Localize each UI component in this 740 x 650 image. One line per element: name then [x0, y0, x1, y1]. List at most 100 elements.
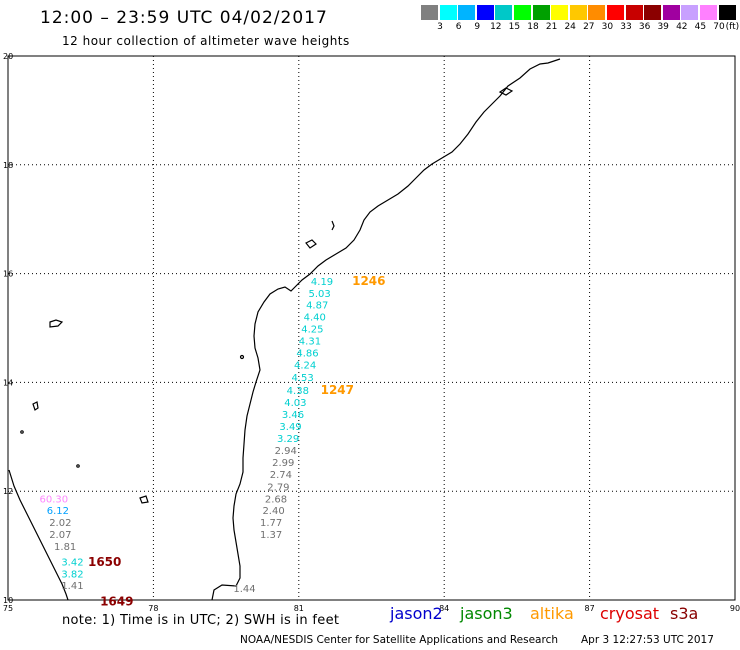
- wave-height-value: 60.30: [40, 494, 69, 505]
- wave-height-value: 4.19: [311, 277, 333, 288]
- satellite-jason2: jason2: [390, 604, 443, 623]
- wave-height-value: 3.29: [277, 434, 299, 445]
- y-tick-label: 20: [3, 52, 13, 61]
- pass-time-label: 1247: [321, 383, 354, 397]
- legend-swatch: [495, 5, 513, 20]
- island-dot-1: [239, 354, 245, 360]
- y-tick-label: 16: [3, 270, 13, 279]
- wave-height-value: 2.79: [267, 482, 289, 493]
- wave-height-value: 6.12: [47, 506, 69, 517]
- legend-label: 33: [620, 22, 632, 32]
- wave-height-value: 4.40: [304, 313, 326, 324]
- legend-unit: (ft): [725, 22, 740, 32]
- legend-swatch: [700, 5, 717, 20]
- legend-label: 21: [545, 22, 558, 32]
- wave-height-value: 2.40: [262, 506, 284, 517]
- island-dot-2: [76, 464, 80, 468]
- wave-height-value: 4.87: [306, 301, 328, 312]
- legend-label: 42: [676, 22, 688, 32]
- island-lakshadweep: [49, 319, 64, 328]
- legend-label: 6: [455, 22, 462, 32]
- wave-height-value: 3.82: [61, 569, 83, 580]
- x-tick-label: 90: [730, 604, 740, 613]
- wave-height-value: 4.86: [296, 348, 318, 359]
- footer-note: note: 1) Time is in UTC; 2) SWH is in fe…: [62, 613, 340, 628]
- legend-swatch: [532, 5, 550, 20]
- x-tick-label: 78: [148, 604, 158, 613]
- legend-label: 12: [490, 22, 502, 32]
- y-tick-label: 10: [3, 596, 13, 605]
- legend-swatch: [551, 5, 569, 20]
- lake-chilika: [305, 239, 317, 249]
- wave-height-value: 2.99: [272, 458, 294, 469]
- wave-height-color-legend: 3 6 9 12 15 18 21 24 27 30 33 36 39 42 45 70 (ft): [421, 5, 740, 39]
- wave-height-value: 4.24: [294, 360, 316, 371]
- x-tick-label: 87: [585, 604, 595, 613]
- wave-height-value: 1.44: [233, 584, 255, 595]
- lat-lon-grid: [7, 55, 736, 601]
- wave-height-value: 3.46: [282, 410, 304, 421]
- x-tick-label: 75: [3, 604, 13, 613]
- legend-label: 36: [638, 22, 651, 32]
- legend-swatch: [625, 5, 643, 20]
- legend-swatch: [439, 5, 457, 20]
- pass-time-label: 1650: [88, 555, 121, 569]
- legend-label: 39: [657, 22, 669, 32]
- wave-height-value: 2.74: [270, 470, 292, 481]
- wave-height-value: 2.07: [49, 530, 71, 541]
- wave-height-value: 4.38: [287, 386, 309, 397]
- credit-text: NOAA/NESDIS Center for Satellite Applica…: [240, 634, 558, 646]
- wave-height-value: 2.68: [265, 494, 287, 505]
- wave-height-value: 3.49: [279, 422, 301, 433]
- legend-swatch: [681, 5, 699, 20]
- legend-swatch: [644, 5, 662, 20]
- axis-tick-labels: 75 78 81 84 87 90 20 18 16 14 12 10: [3, 52, 740, 613]
- island-small-2: [139, 495, 149, 504]
- y-tick-label: 18: [3, 161, 13, 170]
- legend-label: 45: [694, 22, 707, 32]
- island-dot-3: [20, 430, 24, 434]
- pass-time-labels: 1246 1247 1650 1649: [88, 274, 386, 608]
- wave-height-value: 2.02: [49, 518, 71, 529]
- wave-height-value: 1.41: [61, 581, 83, 592]
- legend-label: 18: [527, 22, 539, 32]
- legend-swatch: [421, 5, 438, 20]
- pass-time-label: 1246: [352, 274, 385, 288]
- legend-label: 9: [474, 22, 481, 32]
- island-delta: [331, 220, 335, 231]
- legend-label: 70: [713, 22, 725, 32]
- page-title: 12:00 – 23:59 UTC 04/02/2017: [40, 8, 328, 28]
- legend-swatch: [662, 5, 680, 20]
- island-small-1: [32, 401, 39, 411]
- generated-timestamp: Apr 3 12:27:53 UTC 2017: [581, 634, 714, 646]
- legend-label: 30: [601, 22, 614, 32]
- legend-swatch: [607, 5, 624, 20]
- legend-label: 27: [583, 22, 595, 32]
- legend-swatch: [718, 5, 736, 20]
- legend-swatch: [588, 5, 606, 20]
- legend-swatch: [514, 5, 531, 20]
- y-tick-label: 12: [3, 487, 13, 496]
- east-coastline: [211, 58, 561, 601]
- wave-height-value: 4.53: [292, 373, 314, 384]
- wave-height-value: 5.03: [308, 289, 330, 300]
- wave-height-value: 1.37: [260, 530, 282, 541]
- west-coastline: [8, 469, 69, 601]
- page-subtitle: 12 hour collection of altimeter wave hei…: [62, 34, 350, 48]
- wave-height-value: 3.42: [61, 557, 83, 568]
- wave-height-labels: 4.195.034.874.404.254.314.864.24 4.53 4.38…: [40, 277, 334, 595]
- wave-height-value: 4.03: [284, 398, 306, 409]
- wave-height-value: 1.77: [260, 518, 282, 529]
- legend-swatch: [458, 5, 476, 20]
- map-frame: [7, 55, 736, 601]
- wave-height-value: 4.25: [301, 325, 323, 336]
- pass-time-label: 1649: [100, 595, 133, 609]
- satellite-altika: altika: [530, 604, 574, 623]
- delta-shoal: [498, 87, 514, 96]
- legend-label: 15: [508, 22, 521, 32]
- coastline: [8, 58, 561, 601]
- legend-swatch: [569, 5, 587, 20]
- legend-swatch: [476, 5, 494, 20]
